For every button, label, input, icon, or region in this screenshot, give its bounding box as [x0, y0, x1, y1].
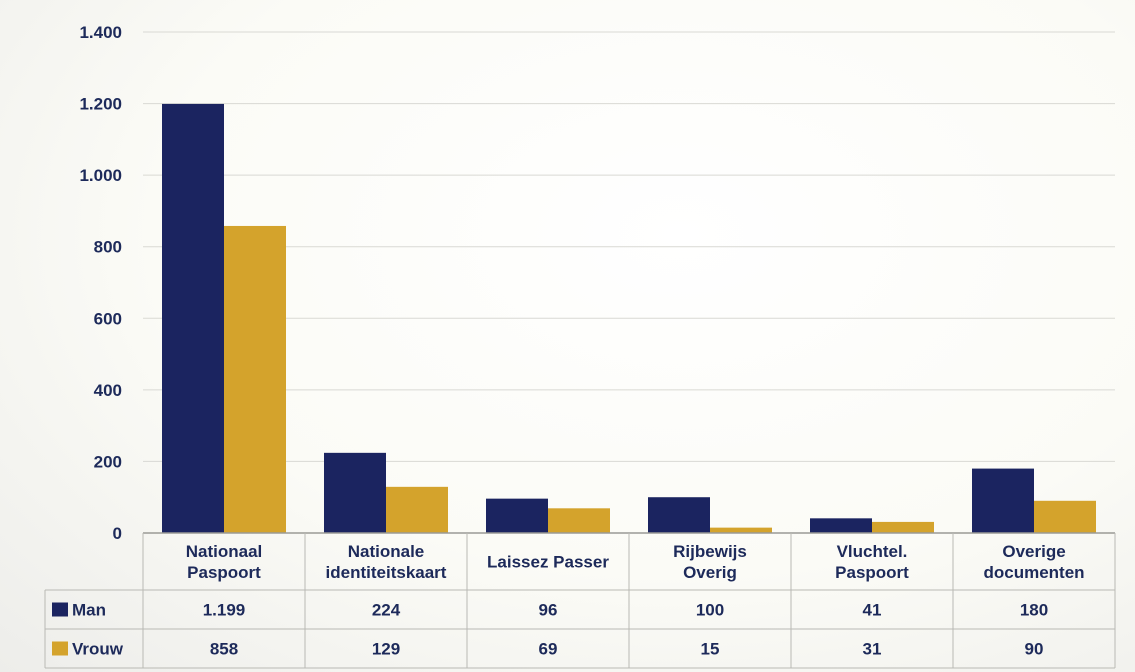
x-category-label: Vluchtel. Paspoort	[835, 542, 909, 582]
y-tick-label: 1.400	[79, 23, 122, 42]
table-cell-value: 858	[210, 640, 238, 659]
bar-man	[972, 468, 1034, 533]
table-cell-value: 180	[1020, 601, 1048, 620]
bar-vrouw	[386, 486, 448, 533]
y-tick-label: 1.200	[79, 95, 122, 114]
x-category-label: Overige documenten	[983, 542, 1084, 582]
bar-man	[162, 103, 224, 533]
table-cell-value: 90	[1025, 640, 1044, 659]
bar-vrouw	[872, 521, 934, 533]
table-cell-value: 129	[372, 640, 400, 659]
x-category-label: Rijbewijs Overig	[673, 542, 747, 582]
y-tick-label: 200	[94, 452, 122, 471]
legend-label: Vrouw	[72, 640, 124, 659]
gridlines	[143, 31, 1115, 462]
bar-man	[810, 518, 872, 533]
bars	[162, 103, 1096, 534]
bar-man	[648, 497, 710, 533]
y-axis: 0 200 400 600 800 1.000 1.200 1.400	[79, 23, 122, 543]
table-cell-value: 15	[701, 640, 720, 659]
bar-vrouw	[1034, 500, 1096, 533]
x-category-label: Nationaal Paspoort	[186, 542, 263, 582]
bar-vrouw	[710, 527, 772, 533]
legend-swatch-man	[52, 602, 68, 617]
y-tick-label: 400	[94, 381, 122, 400]
y-tick-label: 600	[94, 309, 122, 328]
bar-vrouw	[224, 225, 286, 534]
legend-swatch-vrouw	[52, 641, 68, 656]
bar-man	[486, 498, 548, 533]
table-cell-value: 69	[539, 640, 558, 659]
y-tick-label: 1.000	[79, 166, 122, 185]
legend-label: Man	[72, 601, 106, 620]
table-cell-value: 41	[863, 601, 882, 620]
table-cell-value: 1.199	[203, 601, 246, 620]
x-category-label: Laissez Passer	[487, 553, 609, 572]
table-cell-value: 224	[372, 601, 401, 620]
bar-vrouw	[548, 508, 610, 533]
y-tick-label: 0	[113, 524, 122, 543]
y-tick-label: 800	[94, 238, 122, 257]
data-table: Nationaal Paspoort Nationale identiteitskaa…	[44, 532, 1116, 669]
table-cell-value: 31	[863, 640, 882, 659]
table-cell-value: 96	[539, 601, 558, 620]
bar-man	[324, 452, 386, 533]
x-category-label: Nationale identiteitskaart	[326, 542, 447, 582]
table-cell-value: 100	[696, 601, 724, 620]
